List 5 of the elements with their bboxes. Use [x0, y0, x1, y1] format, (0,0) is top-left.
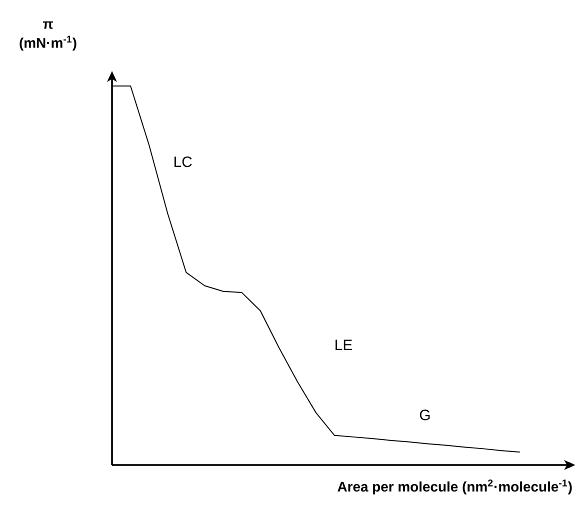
annotation: G — [420, 410, 430, 420]
text: Area per molecule (nm$^{2}$·molecule$^{-1}$) — [338, 480, 572, 494]
annotation: LC — [174, 156, 192, 168]
annotation: LE — [336, 340, 352, 350]
text: π (mN·m$^{-1}$) — [20, 21, 76, 51]
